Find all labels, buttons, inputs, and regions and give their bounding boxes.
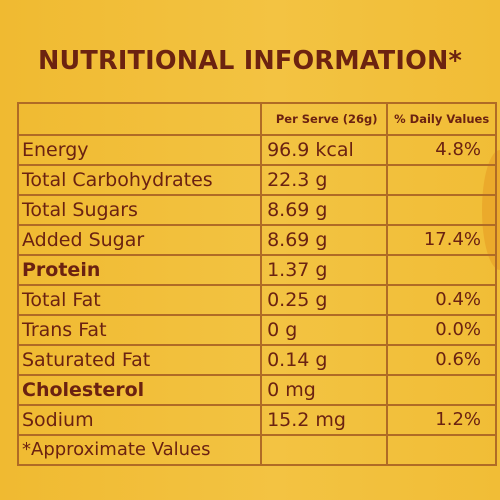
header-daily-values: % Daily Values	[386, 102, 497, 136]
table-row: Trans Fat 0 g 0.0%	[16, 314, 497, 346]
per-serve-value: 0.14 g	[260, 344, 389, 376]
per-serve-value: 22.3 g	[260, 164, 389, 196]
daily-value	[386, 164, 497, 196]
table-row: Added Sugar 8.69 g 17.4%	[16, 224, 497, 256]
table-row: Cholesterol 0 mg	[16, 374, 497, 406]
nutrient-name: Energy	[16, 134, 263, 166]
header-per-serve: Per Serve (26g)	[260, 102, 389, 136]
per-serve-value: 8.69 g	[260, 194, 389, 226]
nutrient-name: Protein	[16, 254, 263, 286]
header-nutrient	[16, 102, 263, 136]
nutrient-name: Saturated Fat	[16, 344, 263, 376]
per-serve-value: 1.37 g	[260, 254, 389, 286]
nutrient-name: Cholesterol	[16, 374, 263, 406]
per-serve-value: 0 mg	[260, 374, 389, 406]
table-row: Total Fat 0.25 g 0.4%	[16, 284, 497, 316]
daily-value: 1.2%	[386, 404, 497, 436]
table-row: Protein 1.37 g	[16, 254, 497, 286]
per-serve-value: 96.9 kcal	[260, 134, 389, 166]
table-row: Total Carbohydrates 22.3 g	[16, 164, 497, 196]
per-serve-value: 8.69 g	[260, 224, 389, 256]
table-row: Total Sugars 8.69 g	[16, 194, 497, 226]
daily-value	[386, 374, 497, 406]
nutrient-name: Total Carbohydrates	[16, 164, 263, 196]
nutrient-name: Total Sugars	[16, 194, 263, 226]
footnote: *Approximate Values	[16, 434, 263, 466]
daily-value	[386, 254, 497, 286]
daily-value: 0.0%	[386, 314, 497, 346]
table-row: Energy 96.9 kcal 4.8%	[16, 134, 497, 166]
daily-value: 0.4%	[386, 284, 497, 316]
nutrition-table: Per Serve (26g) % Daily Values Energy 96…	[16, 102, 497, 466]
per-serve-value: 15.2 mg	[260, 404, 389, 436]
nutrient-name: Total Fat	[16, 284, 263, 316]
daily-value: 4.8%	[386, 134, 497, 166]
daily-value	[386, 194, 497, 226]
daily-value: 0.6%	[386, 344, 497, 376]
nutrient-name: Sodium	[16, 404, 263, 436]
table-row: Sodium 15.2 mg 1.2%	[16, 404, 497, 436]
footnote-row: *Approximate Values	[16, 434, 497, 466]
table-row: Saturated Fat 0.14 g 0.6%	[16, 344, 497, 376]
per-serve-value: 0 g	[260, 314, 389, 346]
nutrient-name: Added Sugar	[16, 224, 263, 256]
empty-cell	[260, 434, 389, 466]
table-header-row: Per Serve (26g) % Daily Values	[16, 102, 497, 136]
nutrient-name: Trans Fat	[16, 314, 263, 346]
page-title: NUTRITIONAL INFORMATION*	[37, 46, 463, 76]
per-serve-value: 0.25 g	[260, 284, 389, 316]
daily-value: 17.4%	[386, 224, 497, 256]
empty-cell	[386, 434, 497, 466]
